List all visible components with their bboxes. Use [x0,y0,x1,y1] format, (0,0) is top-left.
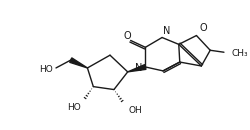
Text: N: N [162,25,170,35]
Text: HO: HO [66,103,80,112]
Polygon shape [127,65,146,72]
Text: N: N [134,63,142,73]
Text: O: O [198,23,206,33]
Text: HO: HO [39,65,53,74]
Text: CH₃: CH₃ [231,49,248,58]
Polygon shape [70,58,87,68]
Text: OH: OH [128,106,142,115]
Text: O: O [124,31,131,41]
